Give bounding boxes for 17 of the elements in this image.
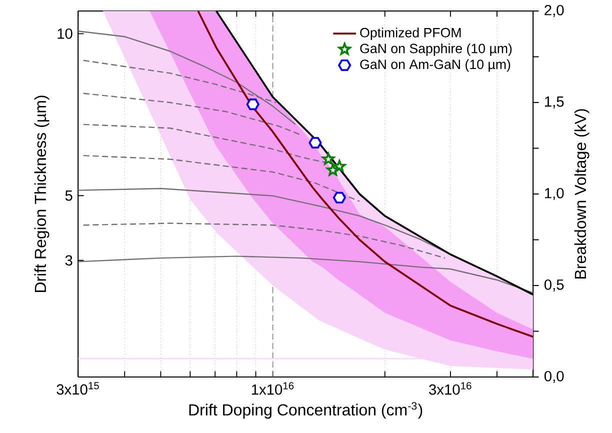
legend-label: GaN on Am-GaN (10 µm) <box>360 59 510 72</box>
x-tick-label: 1x10$^{16}$ <box>252 382 294 395</box>
x-axis-title: Drift Doping Concentration (cm$^{-3}$) <box>189 402 422 419</box>
y2-tick-label: 0,5 <box>544 279 564 292</box>
x-tick-label: 3x10$^{15}$ <box>56 382 99 395</box>
y-tick-label: 5 <box>65 190 72 201</box>
y-tick-label: 10 <box>58 28 72 39</box>
y-tick-label: 3 <box>65 255 72 266</box>
legend-label: GaN on Sapphire (10 µm) <box>360 43 512 56</box>
y2-tick-label: 2,0 <box>544 4 564 18</box>
y2-tick-label: 1,0 <box>545 188 564 200</box>
legend-label: Optimized PFOM <box>360 28 461 40</box>
y2-tick-label: 0,0 <box>544 370 564 384</box>
x-tick-label: 3x10$^{16}$ <box>429 382 472 395</box>
y2-axis-title: Breakdown Voltage (kV) <box>574 109 590 278</box>
y-axis-title: Drift Region Thickness (µm) <box>34 96 50 292</box>
y2-tick-label: 1,5 <box>545 96 564 108</box>
